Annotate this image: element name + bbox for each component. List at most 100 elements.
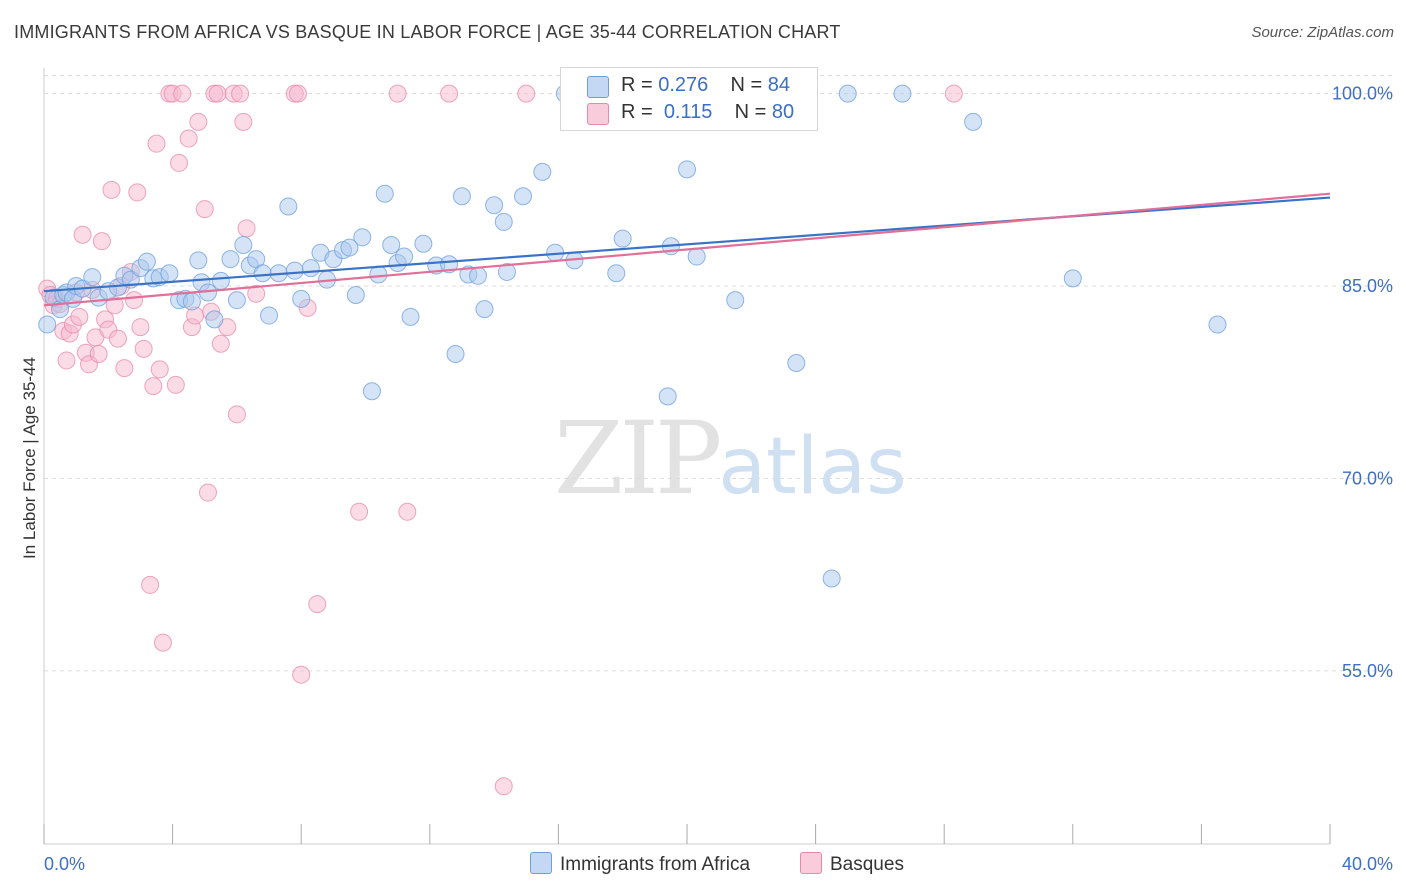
point-basques-58 bbox=[288, 84, 307, 103]
bottom-legend-africa: Immigrants from Africa bbox=[530, 852, 750, 876]
legend-n-value-africa: 84 bbox=[767, 74, 791, 96]
point-basques-56 bbox=[247, 284, 266, 303]
point-basques-65 bbox=[440, 84, 459, 103]
point-africa-79 bbox=[838, 84, 857, 103]
point-basques-67 bbox=[517, 84, 536, 103]
point-africa-46 bbox=[362, 382, 381, 401]
point-basques-61 bbox=[308, 595, 327, 614]
point-basques-53 bbox=[231, 84, 250, 103]
point-basques-55 bbox=[237, 219, 256, 238]
point-africa-64 bbox=[514, 187, 533, 206]
point-basques-28 bbox=[131, 318, 150, 337]
point-africa-51 bbox=[395, 247, 414, 266]
point-africa-26 bbox=[211, 271, 230, 290]
point-africa-27 bbox=[221, 250, 240, 269]
legend-n-value-basques: 80 bbox=[771, 101, 795, 123]
point-africa-83 bbox=[1208, 315, 1227, 334]
point-basques-24 bbox=[115, 359, 134, 378]
point-africa-44 bbox=[346, 286, 365, 305]
point-africa-69 bbox=[607, 264, 626, 283]
point-basques-20 bbox=[102, 180, 121, 199]
y-tick-label-100: 100.0% bbox=[1332, 84, 1393, 104]
point-africa-22 bbox=[189, 251, 208, 270]
point-basques-66 bbox=[494, 777, 513, 796]
source-label: Source: ZipAtlas.com bbox=[1251, 24, 1394, 41]
point-basques-34 bbox=[153, 633, 172, 652]
point-africa-57 bbox=[452, 187, 471, 206]
legend-r-label: R = bbox=[621, 74, 653, 96]
point-africa-37 bbox=[292, 289, 311, 308]
point-africa-61 bbox=[485, 196, 504, 215]
point-africa-60 bbox=[475, 300, 494, 319]
point-basques-11 bbox=[73, 225, 92, 244]
bottom-legend-swatch-basques bbox=[800, 852, 822, 874]
point-africa-28 bbox=[227, 291, 246, 310]
point-africa-74 bbox=[687, 247, 706, 266]
watermark-atlas: atlas bbox=[718, 422, 907, 512]
point-africa-81 bbox=[964, 112, 983, 131]
point-africa-0 bbox=[38, 315, 57, 334]
point-africa-43 bbox=[340, 238, 359, 257]
legend-swatch-basques bbox=[587, 103, 609, 125]
legend-n-label: N = bbox=[734, 101, 767, 123]
point-africa-47 bbox=[369, 265, 388, 284]
point-africa-45 bbox=[353, 228, 372, 247]
point-africa-38 bbox=[301, 259, 320, 278]
point-basques-54 bbox=[234, 112, 253, 131]
legend-r-label: R = bbox=[621, 101, 653, 123]
point-basques-40 bbox=[179, 129, 198, 148]
point-basques-71 bbox=[944, 84, 963, 103]
point-africa-48 bbox=[375, 184, 394, 203]
point-basques-26 bbox=[125, 291, 144, 310]
point-basques-63 bbox=[388, 84, 407, 103]
point-basques-16 bbox=[89, 345, 108, 364]
bottom-legend-label-basques: Basques bbox=[830, 854, 904, 875]
point-africa-21 bbox=[182, 292, 201, 311]
x-tick-label-min: 0.0% bbox=[44, 854, 85, 874]
bottom-legend-basques: Basques bbox=[800, 852, 904, 876]
y-tick-label-55: 55.0% bbox=[1342, 661, 1393, 681]
point-basques-38 bbox=[170, 153, 189, 172]
point-africa-18 bbox=[160, 264, 179, 283]
point-basques-64 bbox=[398, 502, 417, 521]
point-africa-29 bbox=[234, 236, 253, 255]
y-tick-label-70: 70.0% bbox=[1342, 468, 1393, 488]
point-africa-71 bbox=[658, 387, 677, 406]
point-basques-43 bbox=[189, 112, 208, 131]
point-africa-63 bbox=[497, 262, 516, 281]
point-africa-73 bbox=[678, 160, 696, 179]
point-basques-62 bbox=[350, 502, 369, 521]
point-basques-48 bbox=[208, 84, 227, 103]
point-africa-32 bbox=[253, 264, 272, 283]
point-africa-62 bbox=[494, 212, 513, 231]
point-africa-55 bbox=[440, 255, 459, 274]
point-basques-29 bbox=[134, 339, 153, 358]
point-basques-45 bbox=[198, 483, 217, 502]
point-africa-52 bbox=[401, 307, 420, 326]
point-africa-56 bbox=[446, 345, 465, 364]
point-africa-8 bbox=[83, 268, 102, 287]
point-africa-53 bbox=[414, 234, 433, 253]
point-africa-15 bbox=[137, 252, 156, 271]
point-africa-65 bbox=[533, 162, 552, 181]
point-africa-80 bbox=[893, 84, 912, 103]
correlation-legend: R = 0.276 N = 84 R = 0.115 N = 80 bbox=[560, 67, 818, 131]
point-africa-49 bbox=[382, 236, 401, 255]
point-africa-75 bbox=[726, 291, 745, 310]
point-africa-77 bbox=[787, 354, 806, 373]
point-africa-70 bbox=[613, 229, 632, 248]
legend-r-value-africa: 0.276 bbox=[658, 74, 709, 96]
watermark-zip: ZIP bbox=[554, 400, 722, 517]
point-basques-39 bbox=[173, 84, 192, 103]
point-basques-52 bbox=[227, 405, 246, 424]
bottom-legend-label-africa: Immigrants from Africa bbox=[560, 854, 751, 875]
point-basques-22 bbox=[108, 329, 127, 348]
watermark: ZIPatlas bbox=[554, 400, 907, 517]
point-africa-78 bbox=[822, 569, 841, 588]
point-basques-30 bbox=[141, 575, 160, 594]
point-basques-27 bbox=[128, 183, 147, 202]
point-basques-6 bbox=[57, 351, 76, 370]
point-basques-44 bbox=[195, 200, 214, 219]
point-basques-32 bbox=[147, 134, 166, 153]
